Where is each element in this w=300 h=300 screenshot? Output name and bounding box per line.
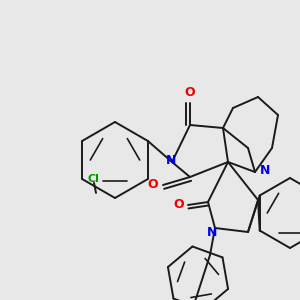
Text: O: O: [185, 86, 195, 100]
Text: N: N: [207, 226, 217, 239]
Text: N: N: [260, 164, 270, 176]
Text: N: N: [166, 154, 176, 166]
Text: O: O: [174, 199, 184, 212]
Text: Cl: Cl: [87, 174, 99, 184]
Text: O: O: [148, 178, 158, 191]
